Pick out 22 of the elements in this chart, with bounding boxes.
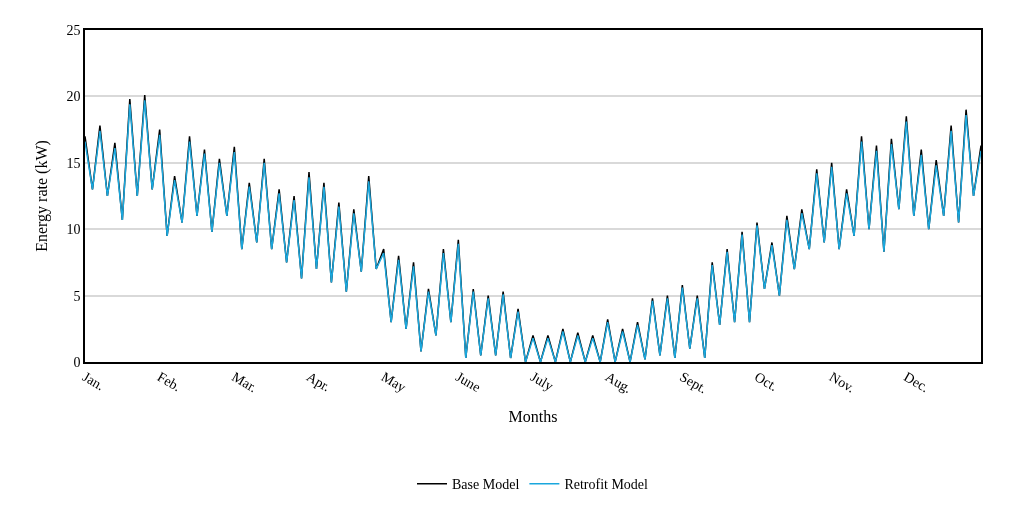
x-tick-label: Oct. <box>752 369 781 395</box>
y-tick-label: 20 <box>66 89 81 105</box>
x-tick-label: June <box>453 369 484 396</box>
y-tick-label: 15 <box>66 155 81 171</box>
x-tick-label: Feb. <box>154 369 184 395</box>
x-tick-label: Nov. <box>826 369 858 396</box>
x-tick-label: Jan. <box>80 369 107 394</box>
x-tick-label: Mar. <box>229 369 260 396</box>
legend-label: Retrofit Model <box>564 477 649 493</box>
x-tick-label: July <box>528 369 556 394</box>
y-tick-label: 0 <box>73 354 81 370</box>
y-tick-label: 5 <box>73 288 81 304</box>
x-tick-label: Dec. <box>901 369 932 396</box>
x-tick-label: Sept. <box>677 369 710 397</box>
x-tick-label: May <box>378 369 409 396</box>
y-tick-label: 10 <box>66 222 81 238</box>
x-tick-label: Apr. <box>304 369 333 395</box>
y-tick-label: 25 <box>66 22 81 38</box>
x-axis-title: Months <box>508 407 558 425</box>
x-tick-label: Aug. <box>602 369 635 397</box>
y-axis-title: Energy rate (kW) <box>32 140 51 252</box>
legend-label: Base Model <box>452 477 520 493</box>
